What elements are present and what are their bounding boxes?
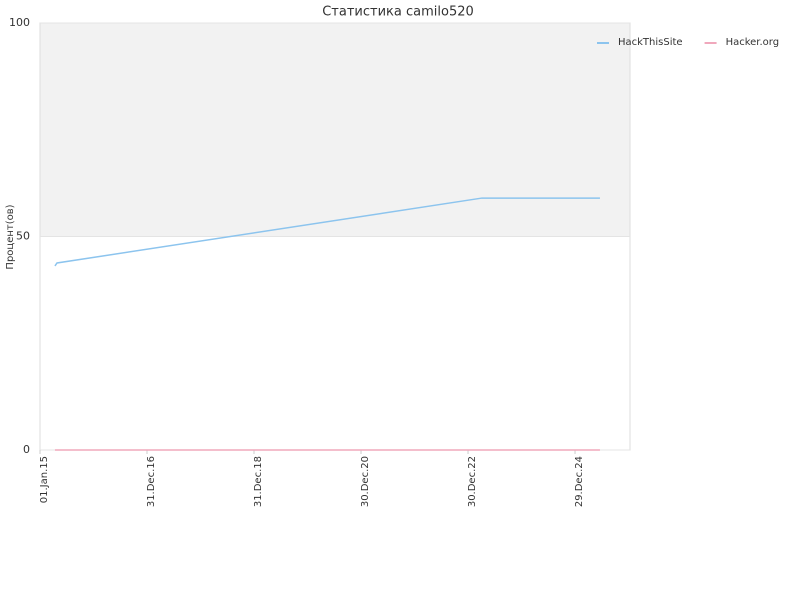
series-line: [54, 197, 600, 267]
y-tick-label: 0: [23, 443, 30, 456]
x-tick-label: 31.Dec.16: [146, 456, 157, 507]
y-tick-label: 50: [16, 230, 30, 243]
y-axis-label: Процент(ов): [5, 204, 16, 269]
x-tick-label: 01.Jan.15: [39, 456, 50, 503]
plot-band: [40, 23, 630, 237]
chart-title: Статистика camilo520: [322, 5, 474, 20]
x-tick-label: 31.Dec.18: [253, 456, 264, 507]
x-tick-label: 30.Dec.20: [360, 456, 371, 507]
y-tick-label: 100: [9, 16, 30, 29]
legend-label: HackThisSite: [618, 37, 683, 48]
x-tick-label: 29.Dec.24: [574, 456, 585, 507]
x-tick-label: 30.Dec.22: [467, 456, 478, 507]
legend-label: Hacker.org: [726, 37, 780, 48]
